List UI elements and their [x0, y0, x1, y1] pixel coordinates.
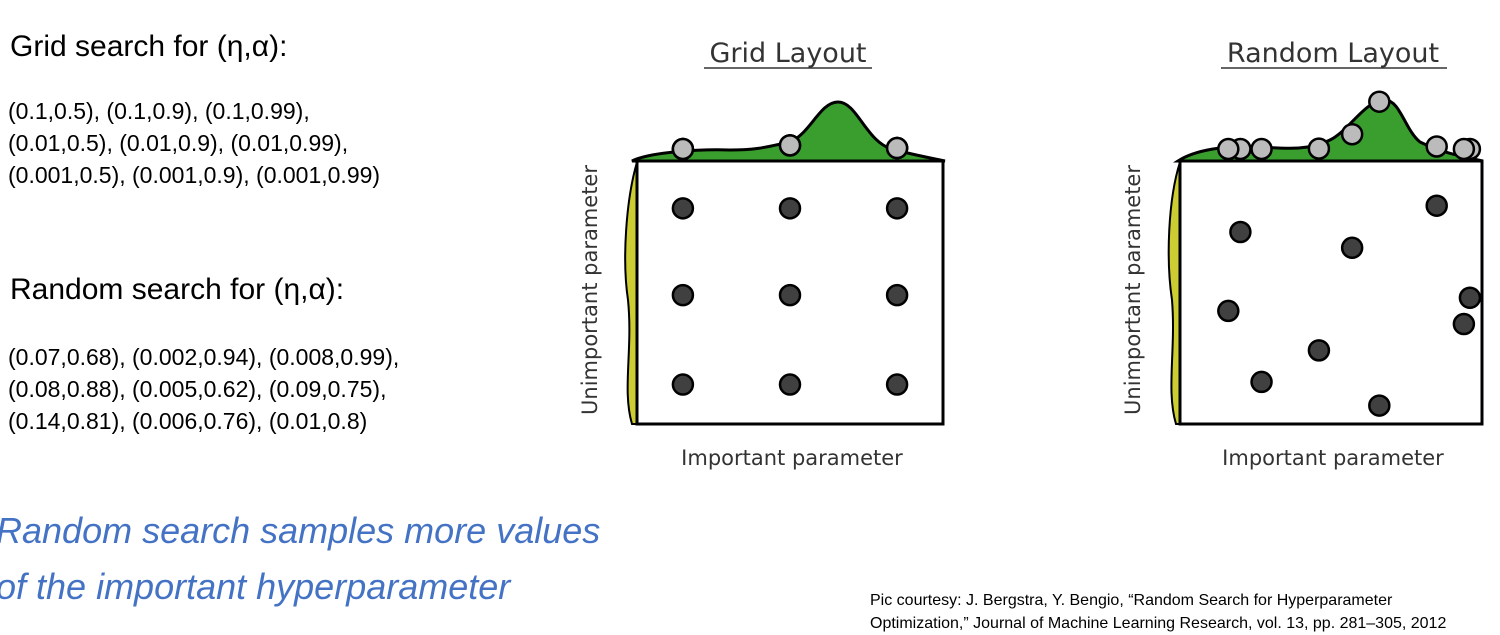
marginal-point — [885, 136, 909, 160]
sample-point — [1368, 394, 1391, 417]
sample-point — [1307, 339, 1331, 362]
grid-search-heading: Grid search for (η,α): — [10, 30, 288, 63]
sample-point — [778, 197, 802, 220]
grid-search-line: (0.01,0.5), (0.01,0.9), (0.01,0.99), — [8, 130, 349, 156]
marginal-point — [1452, 137, 1476, 161]
sample-point — [671, 197, 695, 220]
takeaway-line: Random search samples more values — [0, 510, 601, 551]
marginal-point — [1307, 137, 1331, 160]
sample-point — [671, 283, 695, 307]
marginal-points — [1217, 90, 1482, 161]
sample-points — [1217, 194, 1482, 417]
takeaway-text: Random search samples more values of the… — [0, 503, 600, 615]
marginal-points — [671, 134, 909, 161]
takeaway-line: of the important hyperparameter — [0, 566, 511, 607]
sample-point — [671, 373, 695, 396]
y-axis-label: Unimportant parameter — [1121, 165, 1145, 415]
x-axis-label: Important parameter — [1222, 446, 1444, 470]
random-search-line: (0.07,0.68), (0.002,0.94), (0.008,0.99), — [8, 344, 400, 370]
marginal-point — [1340, 122, 1364, 146]
sample-point — [885, 373, 909, 396]
sample-point — [885, 197, 909, 220]
grid-layout-diagram: Grid Layout Important parameter Unimport… — [578, 38, 946, 470]
grid-search-line: (0.001,0.5), (0.001,0.9), (0.001,0.99) — [8, 162, 381, 188]
sample-point — [1250, 370, 1273, 394]
sample-points — [671, 197, 909, 396]
diagram-title: Grid Layout — [709, 38, 866, 69]
random-search-line: (0.08,0.88), (0.005,0.62), (0.09,0.75), — [8, 376, 387, 402]
grid-search-line: (0.1,0.5), (0.1,0.9), (0.1,0.99), — [8, 98, 310, 124]
marginal-point — [778, 134, 802, 157]
credit-line: Pic courtesy: J. Bergstra, Y. Bengio, “R… — [870, 592, 1393, 609]
layout-comparison-figure: Grid Layout Important parameter Unimport… — [578, 38, 1484, 470]
sample-point — [778, 373, 802, 396]
sample-point — [778, 283, 802, 307]
sample-point — [885, 283, 909, 307]
sample-point — [1340, 236, 1364, 260]
random-search-heading: Random search for (η,α): — [10, 273, 345, 306]
sample-point — [1458, 286, 1482, 310]
sample-point — [1217, 299, 1240, 323]
marginal-point — [671, 137, 695, 161]
unimportant-density-curve — [624, 161, 638, 425]
sample-point — [1452, 312, 1476, 336]
marginal-point — [1250, 137, 1273, 161]
marginal-point — [1368, 90, 1391, 113]
random-search-values: (0.07,0.68), (0.002,0.94), (0.008,0.99),… — [8, 341, 399, 437]
random-search-line: (0.14,0.81), (0.006,0.76), (0.01,0.8) — [8, 408, 368, 434]
marginal-point — [1217, 137, 1240, 161]
sample-point — [1229, 220, 1252, 244]
diagram-title: Random Layout — [1227, 38, 1439, 69]
sample-point — [1425, 194, 1448, 217]
x-axis-label: Important parameter — [681, 446, 903, 470]
grid-search-values: (0.1,0.5), (0.1,0.9), (0.1,0.99), (0.01,… — [8, 95, 380, 191]
marginal-point — [1425, 135, 1448, 158]
unimportant-density-curve — [1167, 161, 1181, 425]
random-layout-diagram: Random Layout Important parameter Unimpo… — [1121, 38, 1484, 470]
y-axis-label: Unimportant parameter — [578, 165, 602, 415]
